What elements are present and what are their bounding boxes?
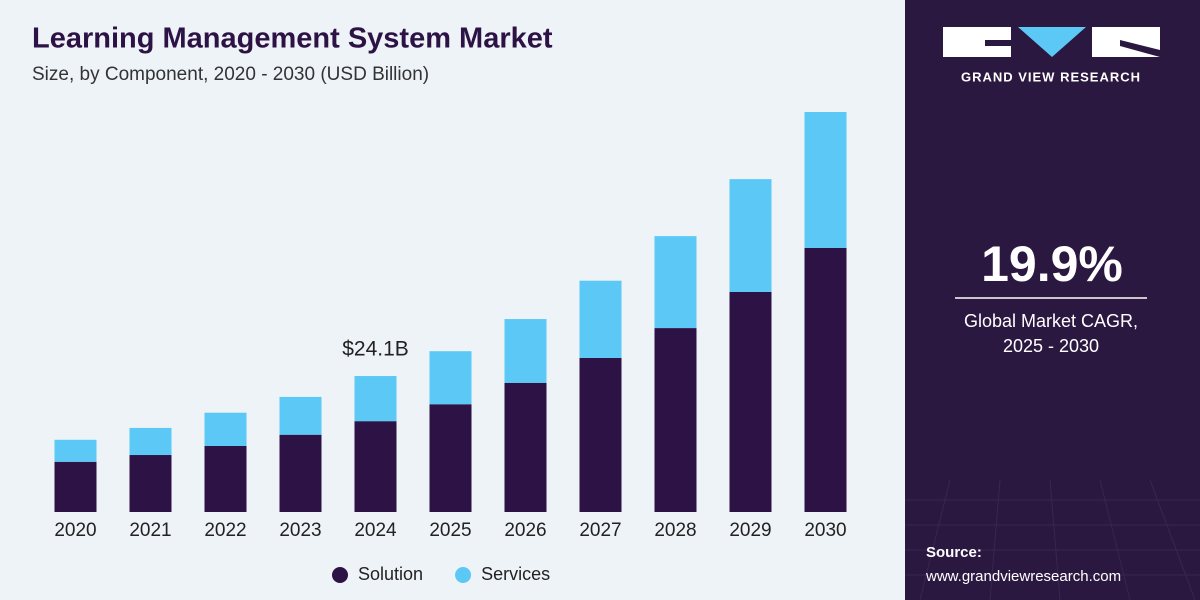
bar-segment	[129, 427, 172, 456]
annotation: $24.1B	[342, 338, 409, 361]
x-tick-label: 2021	[129, 520, 171, 541]
bar-segment	[504, 382, 547, 512]
legend-swatch	[332, 567, 348, 583]
bar-segment	[279, 434, 322, 512]
cagr-label: 2025 - 2030	[1003, 336, 1099, 356]
x-tick-label: 2024	[354, 520, 397, 541]
x-tick-label: 2025	[429, 520, 471, 541]
source-url: www.grandviewresearch.com	[925, 568, 1121, 585]
bar-segment	[204, 412, 247, 446]
bar-segment	[354, 376, 397, 422]
x-tick-label: 2030	[804, 520, 846, 541]
x-tick-label: 2020	[54, 520, 96, 541]
x-tick-label: 2028	[654, 520, 696, 541]
bar-segment	[279, 396, 322, 435]
bar-segment	[354, 421, 397, 512]
bar-segment	[129, 455, 172, 512]
bar-segment	[429, 351, 472, 405]
source-label: Source:	[926, 544, 982, 561]
x-tick-label: 2027	[579, 520, 621, 541]
bar-segment	[579, 357, 622, 512]
chart-title: Learning Management System Market	[32, 23, 553, 55]
bar-segment	[654, 236, 697, 329]
x-tick-label: 2023	[279, 520, 321, 541]
x-tick-label: 2026	[504, 520, 546, 541]
bar-segment	[804, 247, 847, 512]
legend-swatch	[455, 567, 472, 583]
bar-segment	[504, 319, 547, 383]
panel-grid	[905, 479, 1200, 600]
bar-segment	[579, 280, 622, 358]
bar-segment	[204, 445, 247, 512]
logo	[943, 27, 1160, 57]
bar-segment	[729, 291, 772, 512]
chart-subtitle: Size, by Component, 2020 - 2030 (USD Bil…	[32, 64, 429, 85]
legend-label: Services	[481, 564, 550, 584]
bar-segment	[729, 179, 772, 292]
bar-segment	[804, 112, 847, 248]
cagr-value: 19.9%	[981, 236, 1123, 292]
x-tick-label: 2029	[729, 520, 771, 541]
bar-segment	[54, 439, 97, 462]
bar-segment	[54, 461, 97, 512]
bar-segment	[429, 404, 472, 512]
legend-label: Solution	[358, 564, 423, 584]
brand: GRAND VIEW RESEARCH	[961, 69, 1141, 84]
bar-segment	[654, 328, 697, 512]
cagr-label: Global Market CAGR,	[964, 311, 1138, 331]
x-tick-label: 2022	[204, 520, 246, 541]
